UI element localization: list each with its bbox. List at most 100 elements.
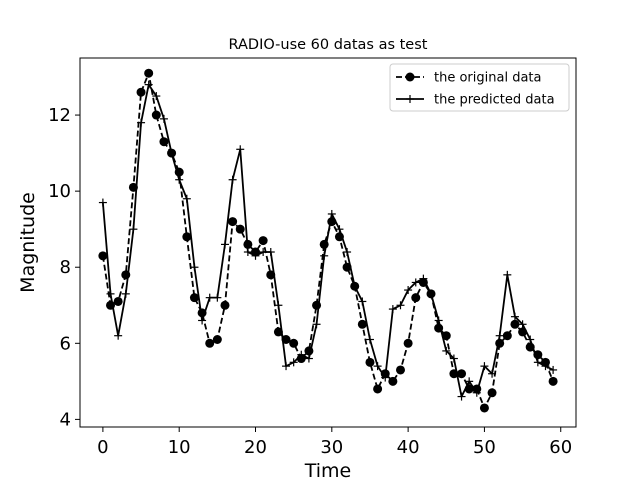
- original-data-point: [205, 338, 215, 348]
- predicted-data-point: [488, 369, 497, 378]
- original-data-point: [182, 232, 192, 242]
- y-tick-label: 4: [60, 409, 71, 430]
- predicted-data-point: [106, 289, 115, 298]
- legend-box: [389, 63, 570, 112]
- predicted-data-point: [442, 346, 451, 355]
- predicted-data-point: [457, 392, 466, 401]
- original-data-point: [189, 293, 199, 303]
- predicted-data-point: [495, 331, 504, 340]
- predicted-data-point: [213, 293, 222, 302]
- predicted-data-point: [388, 305, 397, 314]
- predicted-data-point: [251, 251, 260, 260]
- original-data-point: [373, 384, 383, 394]
- predicted-data-point: [373, 362, 382, 371]
- predicted-data-point: [549, 365, 558, 374]
- predicted-data-point: [358, 297, 367, 306]
- original-data-point: [411, 293, 421, 303]
- predicted-data-point: [396, 301, 405, 310]
- original-data-point: [510, 319, 520, 329]
- predicted-data-point: [327, 209, 336, 218]
- predicted-data-point: [274, 301, 283, 310]
- predicted-data-point: [411, 278, 420, 287]
- legend-swatch-marker: [405, 72, 415, 82]
- predicted-data-point: [465, 377, 474, 386]
- original-data-point: [395, 365, 405, 375]
- predicted-data-point: [167, 149, 176, 158]
- original-data-point: [479, 403, 489, 413]
- legend-item: the predicted data: [396, 93, 555, 108]
- legend-label: the original data: [434, 71, 541, 86]
- original-data-point: [159, 137, 169, 147]
- legend-item: the original data: [396, 71, 541, 86]
- predicted-data-point: [190, 263, 199, 272]
- predicted-data-point: [427, 289, 436, 298]
- predicted-data-point: [243, 248, 252, 257]
- predicted-data-point: [526, 335, 535, 344]
- y-axis-title: Magnitude: [17, 192, 39, 293]
- original-data-point: [235, 224, 245, 234]
- original-data-point: [457, 369, 467, 379]
- predicted-data-line: [101, 83, 554, 398]
- predicted-data-point: [137, 118, 146, 127]
- predicted-data-point: [365, 335, 374, 344]
- predicted-data-point: [198, 316, 207, 325]
- x-tick-label: 20: [244, 437, 267, 458]
- original-data-point: [228, 217, 238, 227]
- original-data-point: [357, 319, 367, 329]
- predicted-data-point: [175, 175, 184, 184]
- predicted-data-point: [381, 373, 390, 382]
- predicted-data-point: [114, 331, 123, 340]
- predicted-data-point: [220, 240, 229, 249]
- predicted-data-point: [510, 312, 519, 321]
- original-data-point: [136, 87, 146, 97]
- predicted-data-point: [503, 270, 512, 279]
- original-data-point: [113, 296, 123, 306]
- plot-area: [98, 68, 558, 413]
- predicted-data-point: [419, 274, 428, 283]
- predicted-data-point: [259, 248, 268, 257]
- predicted-data-point: [449, 354, 458, 363]
- original-data-point: [441, 331, 451, 341]
- predicted-data-point: [129, 225, 138, 234]
- original-data-point: [548, 376, 558, 386]
- predicted-data-point: [343, 248, 352, 257]
- predicted-data-point: [121, 289, 130, 298]
- original-data-point: [502, 331, 512, 341]
- predicted-data-point: [182, 194, 191, 203]
- y-axis: 4 6 8 10 12: [48, 105, 80, 430]
- x-axis-title: Time: [304, 460, 352, 480]
- y-tick-label: 8: [60, 257, 71, 278]
- original-data-point: [487, 388, 497, 398]
- y-tick-label: 12: [48, 105, 71, 126]
- original-data-point: [289, 338, 299, 348]
- predicted-data-point: [404, 286, 413, 295]
- original-data-point: [98, 251, 108, 261]
- predicted-data-point: [472, 388, 481, 397]
- x-tick-label: 0: [97, 437, 108, 458]
- original-data-point: [151, 110, 161, 120]
- original-data-point: [144, 68, 154, 78]
- x-tick-label: 50: [473, 437, 496, 458]
- predicted-data-point: [159, 114, 168, 123]
- predicted-data-point: [541, 362, 550, 371]
- original-data-point: [212, 335, 222, 345]
- predicted-data-point: [144, 80, 153, 89]
- axes-frame: [79, 57, 577, 428]
- original-data-point: [388, 376, 398, 386]
- predicted-data-point: [266, 248, 275, 257]
- original-data-point: [220, 300, 230, 310]
- legend: the original data the predicted data: [389, 63, 570, 112]
- predicted-data-point: [304, 354, 313, 363]
- x-axis: 0 10 20 30 40 50 60: [97, 427, 572, 458]
- y-tick-label: 6: [60, 333, 71, 354]
- chart-title: RADIO-use 60 datas as test: [229, 37, 428, 53]
- x-tick-label: 30: [320, 437, 343, 458]
- predicted-data-point: [152, 92, 161, 101]
- x-tick-label: 10: [168, 437, 191, 458]
- original-data-point: [365, 357, 375, 367]
- predicted-data-point: [236, 145, 245, 154]
- predicted-data-point: [320, 251, 329, 260]
- original-data-point: [403, 338, 413, 348]
- predicted-data-point: [335, 225, 344, 234]
